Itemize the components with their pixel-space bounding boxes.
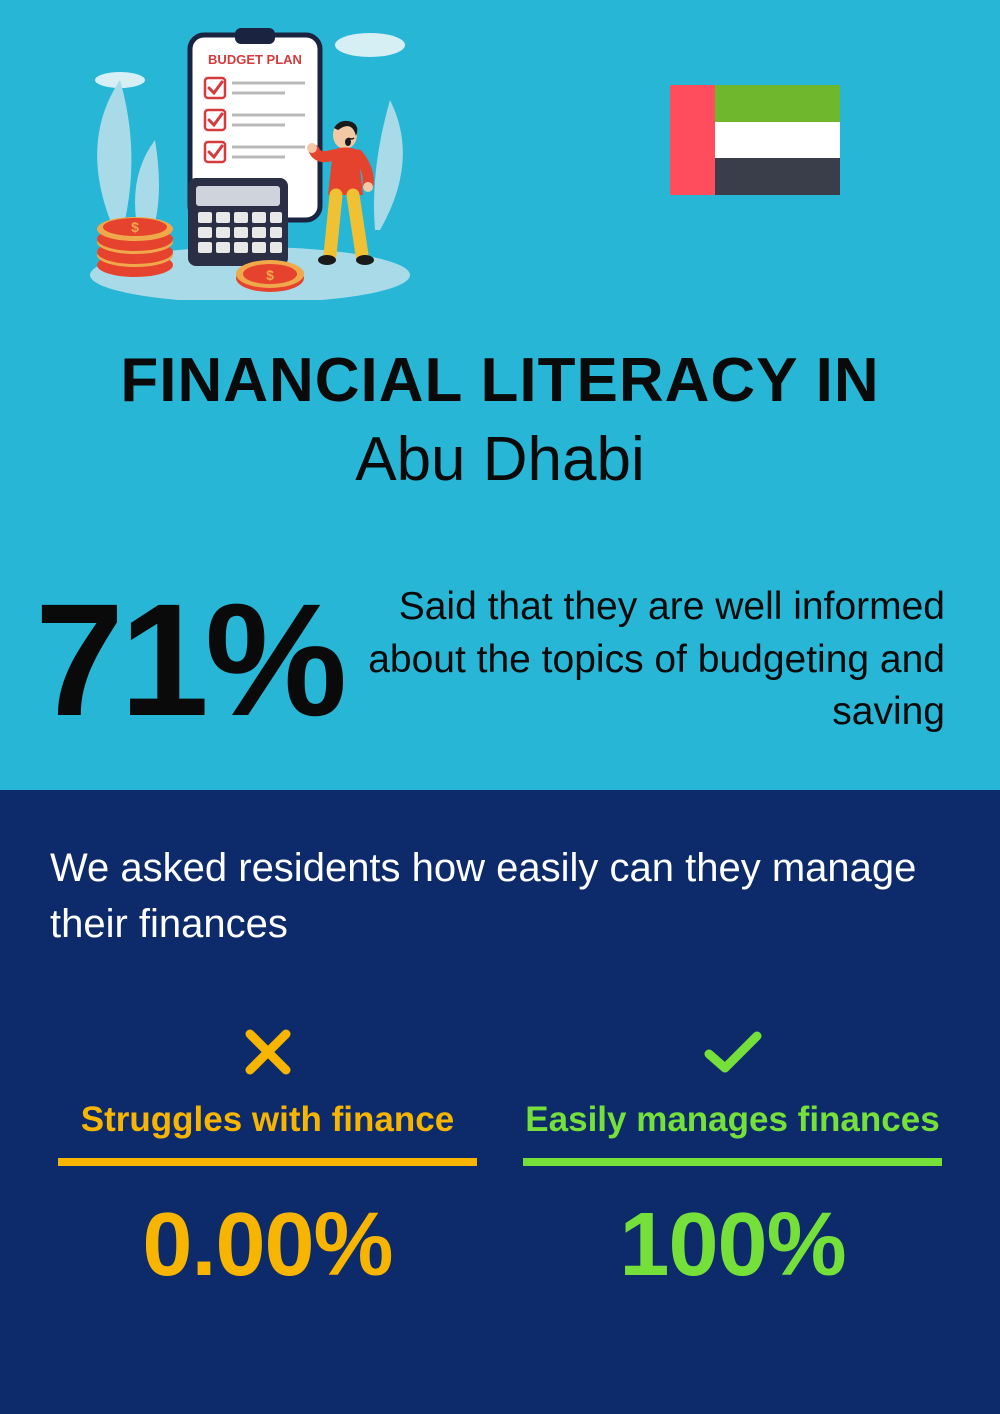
struggles-label: Struggles with finance	[50, 1100, 485, 1158]
stat-description: Said that they are well informed about t…	[343, 581, 965, 739]
struggles-divider	[58, 1158, 477, 1166]
response-easy: Easily manages finances 100%	[515, 1022, 950, 1297]
title-line2: Abu Dhabi	[0, 424, 1000, 495]
easy-value: 100%	[515, 1194, 950, 1297]
svg-text:BUDGET PLAN: BUDGET PLAN	[208, 52, 302, 67]
svg-text:$: $	[131, 219, 139, 235]
uae-flag-icon	[670, 85, 840, 195]
title-line1: FINANCIAL LITERACY IN	[0, 345, 1000, 416]
response-struggles: Struggles with finance 0.00%	[50, 1022, 485, 1297]
bottom-section: We asked residents how easily can they m…	[0, 790, 1000, 1414]
headline-stat: 71% Said that they are well informed abo…	[35, 580, 965, 740]
easy-label: Easily manages finances	[515, 1100, 950, 1158]
cross-icon	[50, 1022, 485, 1082]
responses-row: Struggles with finance 0.00% Easily mana…	[50, 1022, 950, 1297]
budget-illustration: BUDGET PLAN	[70, 20, 430, 300]
svg-text:$: $	[266, 267, 274, 283]
struggles-value: 0.00%	[50, 1194, 485, 1297]
check-icon	[515, 1022, 950, 1082]
stat-percent: 71%	[35, 580, 343, 740]
easy-divider	[523, 1158, 942, 1166]
survey-question: We asked residents how easily can they m…	[50, 840, 950, 952]
title-block: FINANCIAL LITERACY IN Abu Dhabi	[0, 345, 1000, 495]
top-section: BUDGET PLAN	[0, 0, 1000, 790]
